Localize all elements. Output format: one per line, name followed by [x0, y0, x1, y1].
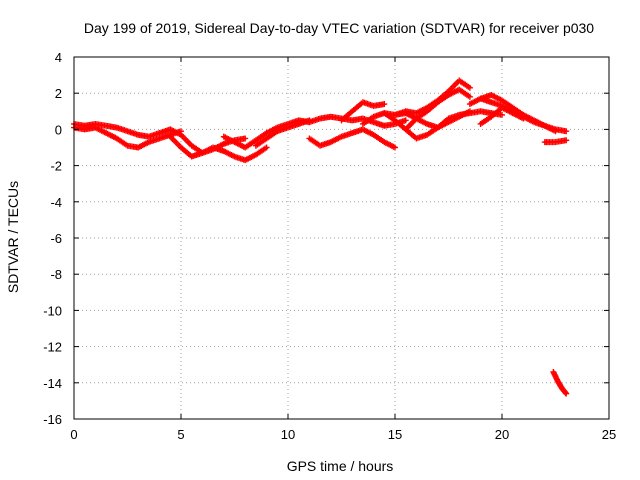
data-point	[242, 135, 249, 142]
x-axis-label: GPS time / hours	[287, 458, 394, 474]
data-point	[563, 137, 570, 144]
series-track-p	[541, 137, 570, 146]
y-tick-label: -10	[43, 303, 62, 318]
data-points	[71, 77, 570, 397]
y-axis-label: SDTVAR / TECUs	[5, 181, 21, 293]
y-tick-label: -6	[50, 231, 62, 246]
y-tick-label: -16	[43, 412, 62, 427]
y-tick-label: -8	[50, 267, 62, 282]
series-track-h	[338, 99, 388, 124]
data-point	[466, 84, 473, 91]
y-tick-label: -2	[50, 159, 62, 174]
x-tick-label: 20	[495, 427, 509, 442]
y-tick-label: -4	[50, 195, 62, 210]
data-point	[178, 128, 184, 135]
series-track-o	[477, 104, 527, 127]
data-point	[466, 93, 473, 100]
x-tick-label: 5	[177, 427, 184, 442]
series-track-e	[252, 117, 313, 149]
series-track-b	[71, 124, 184, 151]
data-point	[392, 144, 398, 151]
x-tick-label: 15	[388, 427, 402, 442]
x-tick-label: 0	[70, 427, 77, 442]
x-tick-label: 10	[281, 427, 295, 442]
y-tick-label: -12	[43, 340, 62, 355]
series-track-f	[306, 126, 398, 151]
y-tick-label: 2	[55, 86, 62, 101]
y-tick-label: -14	[43, 376, 62, 391]
data-point	[563, 390, 570, 397]
data-point	[402, 117, 409, 124]
y-tick-label: 0	[55, 122, 62, 137]
data-point	[263, 144, 270, 151]
data-point	[563, 128, 570, 135]
x-tick-label: 25	[602, 427, 616, 442]
data-point	[499, 111, 505, 118]
data-point	[520, 115, 527, 122]
data-point	[381, 101, 388, 108]
y-tick-label: 4	[55, 50, 62, 65]
series-track-q	[550, 368, 570, 397]
series-track-l	[402, 86, 473, 133]
data-point	[552, 128, 559, 135]
series-track-j	[381, 108, 505, 142]
chart-title: Day 199 of 2019, Sidereal Day-to-day VTE…	[84, 20, 594, 36]
grid-lines	[74, 57, 609, 419]
axis-ticks: 0 5 10 15 20 25 -16 -14 -12 -10 -8 -6 -4 -2 0 2 4	[43, 50, 616, 442]
series-track-c	[167, 133, 270, 164]
